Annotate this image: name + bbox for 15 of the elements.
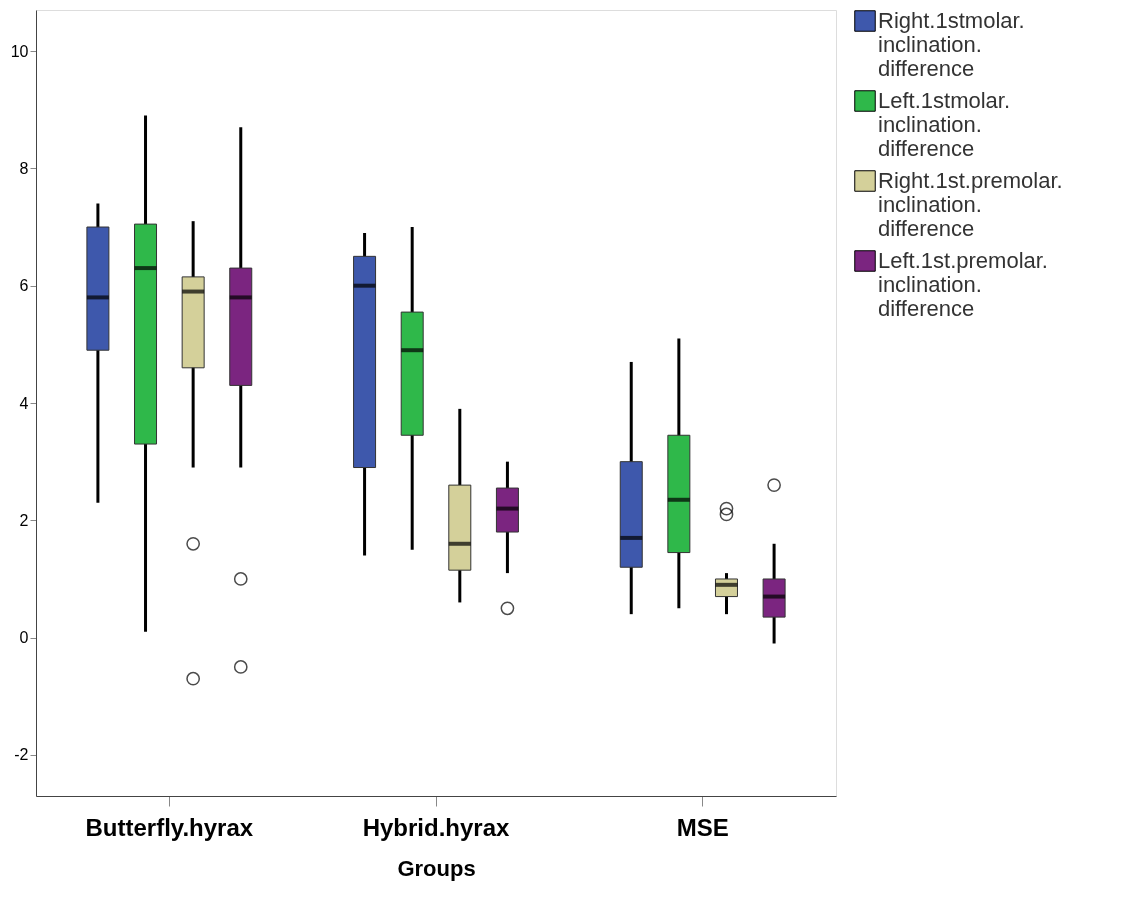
legend-label: Left.1stmolar.inclination.difference — [878, 88, 1011, 161]
x-tick-label: Hybrid.hyrax — [362, 813, 511, 841]
y-tick-label: 6 — [19, 277, 29, 295]
y-tick-label: 4 — [19, 394, 29, 412]
y-tick-label: 2 — [19, 511, 29, 529]
y-tick-label: 10 — [10, 42, 29, 60]
x-axis-title: Groups — [397, 855, 476, 881]
legend-label: Right.1stmolar.inclination.difference — [878, 8, 1025, 81]
y-tick-label: 8 — [19, 159, 29, 177]
legend-label: Left.1st.premolar.inclination.difference — [878, 248, 1048, 321]
legend-label: Right.1st.premolar.inclination.difference — [878, 168, 1063, 241]
y-tick-label: 0 — [19, 629, 29, 647]
y-tick-label: -2 — [14, 746, 29, 764]
x-tick-label: Butterfly.hyrax — [85, 813, 254, 841]
x-tick-label: MSE — [676, 813, 729, 841]
